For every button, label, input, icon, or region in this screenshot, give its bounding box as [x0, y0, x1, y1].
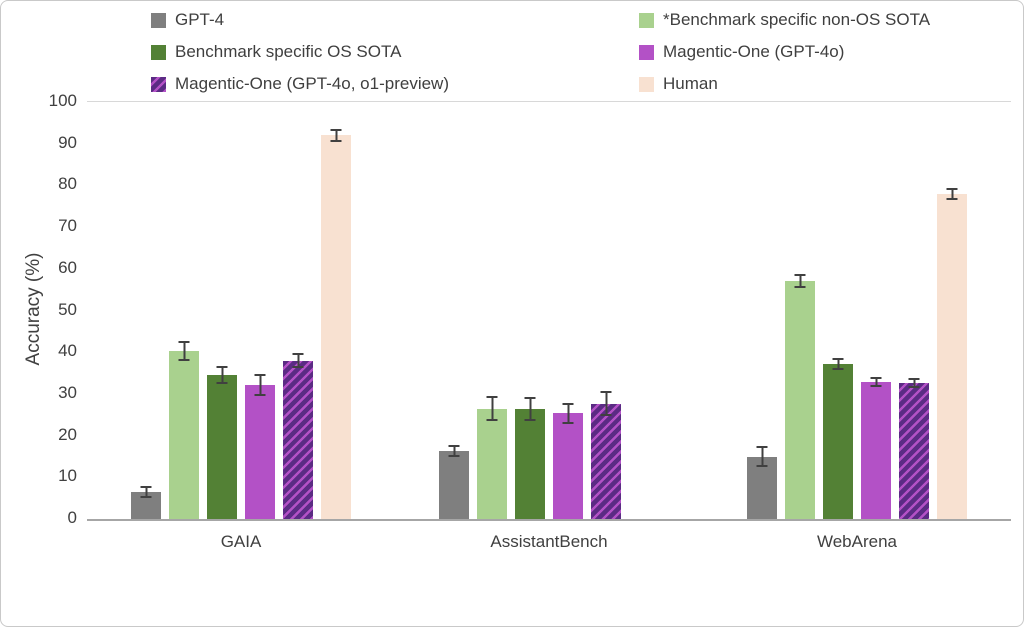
bar	[477, 408, 507, 519]
error-bar	[254, 374, 266, 396]
error-bar	[140, 485, 152, 499]
bar	[553, 413, 583, 519]
bar	[899, 383, 929, 519]
error-bar	[756, 446, 768, 468]
error-bar	[524, 397, 536, 421]
y-tick-label: 80	[58, 174, 77, 194]
bar-group-webarena	[747, 102, 967, 519]
bar-slot	[131, 102, 161, 519]
legend-swatch	[151, 12, 166, 28]
legend-item-2: *Benchmark specific non-OS SOTA	[639, 10, 930, 30]
legend-label: *Benchmark specific non-OS SOTA	[663, 10, 931, 29]
legend-item-4: Magentic-One (GPT-4o)	[639, 42, 930, 62]
legend-swatch	[639, 12, 654, 28]
x-category-label: WebArena	[816, 532, 897, 551]
bar	[861, 381, 891, 519]
bar-group-gaia	[131, 102, 351, 519]
error-bar	[486, 396, 498, 422]
bar-slot	[207, 102, 237, 519]
error-bar	[562, 402, 574, 424]
legend-item-6: Human	[639, 74, 930, 94]
error-bar	[330, 129, 342, 142]
legend-label: Benchmark specific OS SOTA	[175, 42, 402, 61]
error-bar	[216, 365, 228, 385]
legend-swatch	[639, 44, 654, 60]
error-bar	[178, 340, 190, 362]
legend-label: Magentic-One (GPT-4o, o1-preview)	[175, 74, 449, 93]
bar-slot	[591, 102, 621, 519]
bar	[515, 408, 545, 519]
y-tick-label: 70	[58, 216, 77, 236]
legend-swatch	[639, 76, 654, 92]
legend-label: GPT-4	[175, 10, 225, 29]
legend-swatch	[151, 44, 166, 60]
y-tick-label: 60	[58, 257, 77, 277]
bar	[321, 135, 351, 519]
bar	[245, 385, 275, 519]
bar	[785, 280, 815, 519]
error-bar	[794, 274, 806, 288]
legend-item-3: Benchmark specific OS SOTA	[151, 42, 639, 62]
y-tick-label: 90	[58, 132, 77, 152]
y-tick-label: 30	[58, 382, 77, 402]
error-bar	[870, 376, 882, 387]
y-tick-label: 20	[58, 424, 77, 444]
error-bar	[908, 378, 920, 389]
bar-slot	[629, 102, 659, 519]
bar	[439, 451, 469, 519]
bar-slot	[169, 102, 199, 519]
bar	[823, 363, 853, 519]
bar-slot	[553, 102, 583, 519]
error-bar	[832, 357, 844, 371]
y-tick-label: 0	[67, 508, 77, 527]
bar-slot	[283, 102, 313, 519]
bar-slot	[245, 102, 275, 519]
bar-slot	[861, 102, 891, 519]
bar-slot	[785, 102, 815, 519]
bar-slot	[747, 102, 777, 519]
bar-slot	[439, 102, 469, 519]
legend-item-1: GPT-4	[151, 10, 639, 30]
bar-slot	[477, 102, 507, 519]
bar-slot	[899, 102, 929, 519]
chart-legend: GPT-4 *Benchmark specific non-OS SOTA Benc…	[151, 10, 930, 94]
x-category-label: GAIA	[220, 532, 262, 551]
x-category-label: AssistantBench	[490, 532, 608, 551]
bar-slot	[823, 102, 853, 519]
error-bar	[448, 445, 460, 457]
y-tick-label: 100	[48, 91, 77, 110]
bar	[283, 360, 313, 519]
y-tick-label: 40	[58, 341, 77, 361]
legend-label: Human	[663, 74, 718, 93]
plot-area	[87, 101, 1011, 521]
y-tick-label: 50	[58, 299, 77, 319]
bar-slot	[321, 102, 351, 519]
legend-label: Magentic-One (GPT-4o)	[663, 42, 845, 61]
error-bar	[600, 391, 612, 417]
bar	[937, 193, 967, 519]
y-tick-label: 10	[58, 466, 77, 486]
bar	[169, 350, 199, 519]
bar-slot	[937, 102, 967, 519]
legend-item-5: Magentic-One (GPT-4o, o1-preview)	[151, 74, 639, 94]
error-bar	[946, 187, 958, 200]
bar	[207, 375, 237, 519]
error-bar	[292, 353, 304, 369]
legend-swatch	[151, 76, 166, 92]
bar-group-assistantbench	[439, 102, 659, 519]
x-axis-category-labels: GAIA AssistantBench WebArena	[87, 532, 1011, 552]
bar	[591, 403, 621, 519]
bar-slot	[515, 102, 545, 519]
